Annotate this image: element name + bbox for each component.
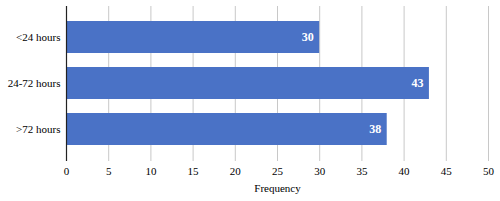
svg-text:45: 45 [441,165,453,177]
svg-text:10: 10 [145,165,157,177]
svg-text:0: 0 [64,165,70,177]
svg-text:25: 25 [272,165,284,177]
svg-text:<24 hours: <24 hours [16,31,60,43]
svg-text:40: 40 [399,165,411,177]
svg-text:24-72 hours: 24-72 hours [8,77,61,89]
svg-text:50: 50 [483,165,495,177]
svg-text:35: 35 [356,165,368,177]
svg-text:30: 30 [302,30,314,44]
svg-text:>72 hours: >72 hours [16,123,60,135]
svg-text:30: 30 [314,165,326,177]
svg-text:20: 20 [230,165,242,177]
svg-text:15: 15 [188,165,200,177]
svg-text:5: 5 [106,165,112,177]
svg-text:Frequency: Frequency [254,182,301,194]
svg-text:43: 43 [411,76,423,90]
svg-text:38: 38 [369,122,381,136]
